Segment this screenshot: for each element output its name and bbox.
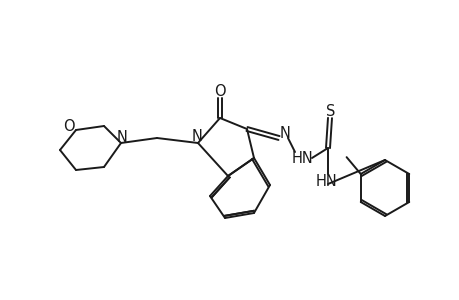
- Text: O: O: [63, 118, 75, 134]
- Text: HN: HN: [291, 151, 313, 166]
- Text: S: S: [325, 103, 335, 118]
- Text: N: N: [191, 128, 202, 143]
- Text: N: N: [116, 130, 127, 145]
- Text: HN: HN: [315, 173, 337, 188]
- Text: N: N: [279, 125, 290, 140]
- Text: O: O: [214, 83, 225, 98]
